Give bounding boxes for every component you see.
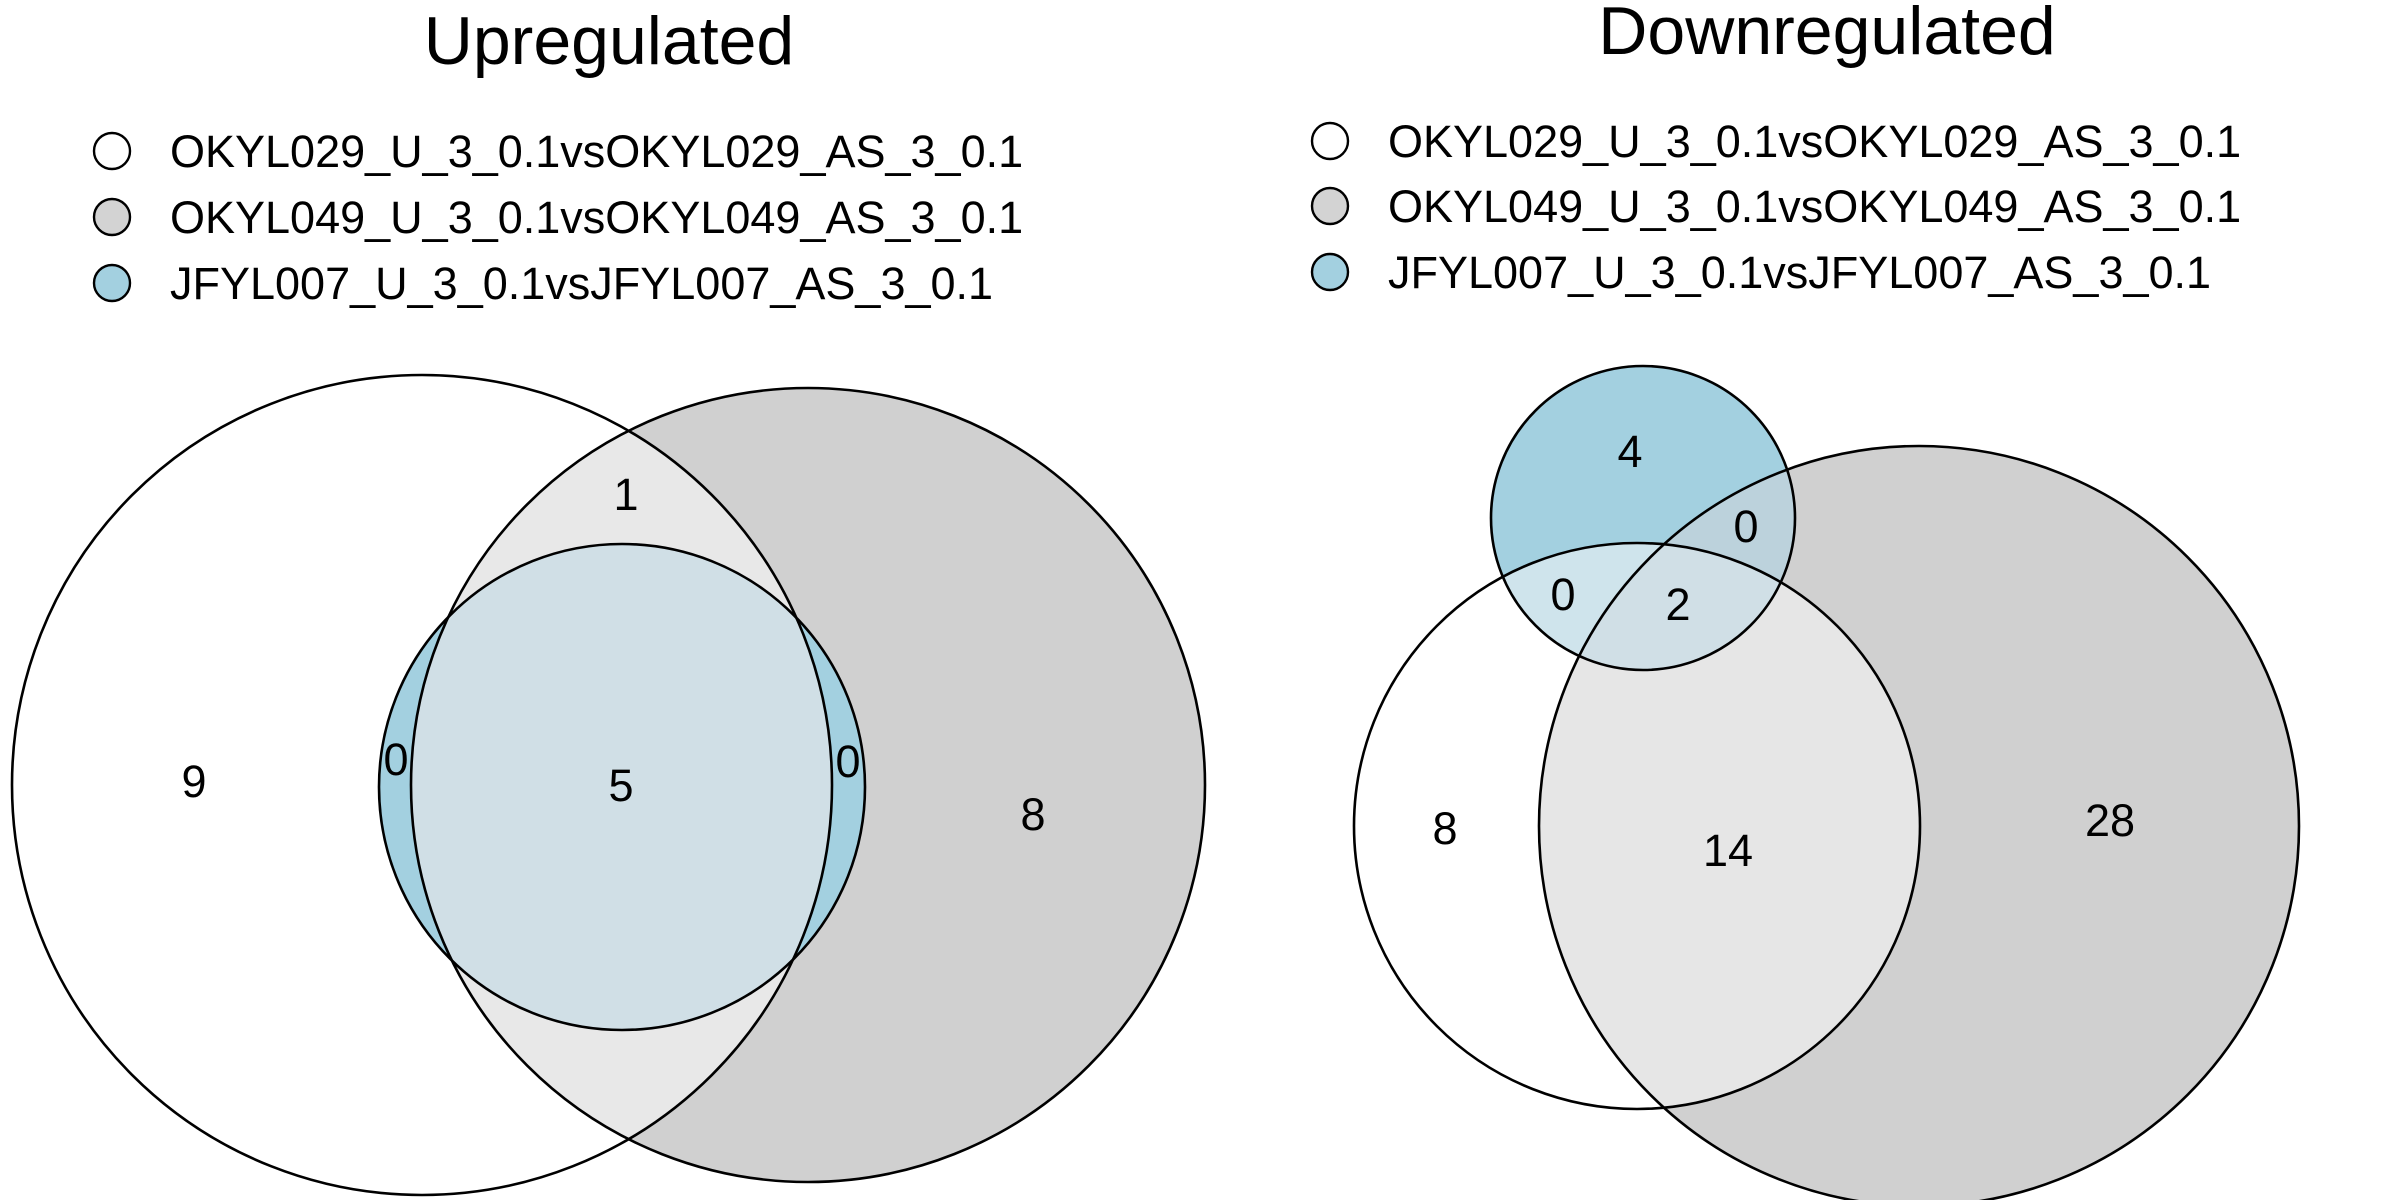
panel-title: Upregulated — [424, 3, 794, 79]
legend: OKYL029_U_3_0.1vsOKYL029_AS_3_0.1 OKYL04… — [1310, 116, 2241, 298]
legend-label: OKYL029_U_3_0.1vsOKYL029_AS_3_0.1 — [1388, 116, 2241, 167]
region-count: 14 — [1703, 825, 1753, 876]
region-count: 1 — [613, 469, 638, 520]
legend-label: OKYL049_U_3_0.1vsOKYL049_AS_3_0.1 — [1388, 181, 2241, 232]
region-count: 0 — [1733, 501, 1758, 552]
set-circle-outline — [1537, 444, 2301, 1200]
legend-entry: JFYL007_U_3_0.1vsJFYL007_AS_3_0.1 — [92, 258, 993, 309]
set-circle-outline — [1489, 364, 1797, 672]
legend-label: OKYL029_U_3_0.1vsOKYL029_AS_3_0.1 — [170, 126, 1023, 177]
legend-label: OKYL049_U_3_0.1vsOKYL049_AS_3_0.1 — [170, 192, 1023, 243]
legend-entry: OKYL029_U_3_0.1vsOKYL029_AS_3_0.1 — [1310, 116, 2241, 167]
region-count: 4 — [1617, 426, 1642, 477]
legend-label: JFYL007_U_3_0.1vsJFYL007_AS_3_0.1 — [170, 258, 993, 309]
region-count: 0 — [835, 736, 860, 787]
set-circle-outline — [10, 373, 834, 1197]
overlap-region-fill — [1539, 543, 1795, 670]
legend: OKYL029_U_3_0.1vsOKYL029_AS_3_0.1 OKYL04… — [92, 126, 1023, 309]
set-circle-outline — [1352, 541, 1922, 1111]
set-circle-outline — [409, 386, 1207, 1184]
legend-marker-circle — [1310, 186, 1350, 226]
set-circle-outline — [377, 542, 867, 1032]
venn-panel-downregulated: Downregulated OKYL029_U_3_0.1vsOKYL029_A… — [1310, 0, 2301, 1200]
overlap-region-fill — [411, 544, 832, 1030]
legend-marker-circle — [92, 131, 132, 171]
region-count: 0 — [383, 734, 408, 785]
region-count: 2 — [1665, 579, 1690, 630]
region-count: 0 — [1550, 569, 1575, 620]
region-count: 8 — [1020, 789, 1045, 840]
region-count: 5 — [608, 760, 633, 811]
legend-entry: OKYL049_U_3_0.1vsOKYL049_AS_3_0.1 — [1310, 181, 2241, 232]
legend-entry: JFYL007_U_3_0.1vsJFYL007_AS_3_0.1 — [1310, 247, 2211, 298]
legend-marker-circle — [92, 263, 132, 303]
region-count: 28 — [2085, 795, 2135, 846]
venn-diagram: 9 8 1 0 0 5 — [10, 373, 1207, 1197]
legend-entry: OKYL029_U_3_0.1vsOKYL029_AS_3_0.1 — [92, 126, 1023, 177]
venn-panel-upregulated: Upregulated OKYL029_U_3_0.1vsOKYL029_AS_… — [10, 3, 1207, 1197]
panel-title: Downregulated — [1598, 0, 2055, 69]
legend-label: JFYL007_U_3_0.1vsJFYL007_AS_3_0.1 — [1388, 247, 2211, 298]
legend-entry: OKYL049_U_3_0.1vsOKYL049_AS_3_0.1 — [92, 192, 1023, 243]
region-count: 8 — [1432, 803, 1457, 854]
venn-diagram: 4 0 0 2 8 14 28 — [1352, 364, 2301, 1200]
legend-marker-circle — [1310, 121, 1350, 161]
legend-marker-circle — [1310, 252, 1350, 292]
legend-marker-circle — [92, 197, 132, 237]
region-count: 9 — [181, 756, 206, 807]
